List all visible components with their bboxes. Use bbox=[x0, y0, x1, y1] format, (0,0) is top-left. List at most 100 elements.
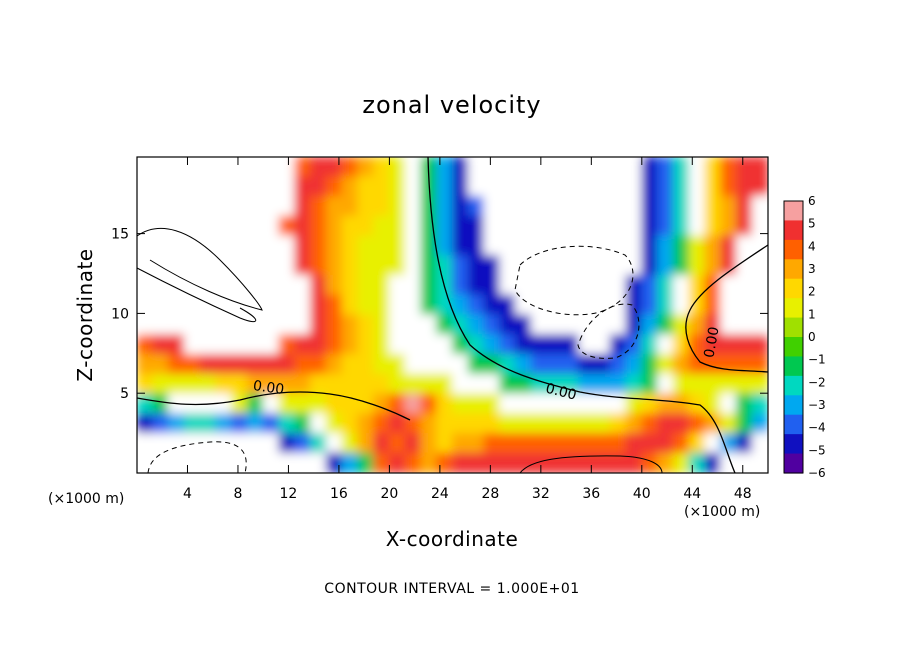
colorbar-tick-label: 2 bbox=[808, 285, 816, 299]
field-cell bbox=[325, 452, 343, 473]
field-cell bbox=[546, 215, 564, 237]
field-cell bbox=[751, 452, 768, 473]
field-cell bbox=[215, 373, 233, 395]
field-cell bbox=[199, 215, 217, 237]
field-cell bbox=[641, 235, 659, 257]
field-cell bbox=[483, 255, 501, 276]
colorbar-tick-label: −4 bbox=[808, 421, 826, 435]
field-cell bbox=[325, 314, 343, 336]
field-cell bbox=[137, 176, 154, 197]
field-cell bbox=[373, 393, 390, 415]
field-cell bbox=[593, 354, 611, 375]
x-axis-label: X-coordinate bbox=[386, 527, 519, 551]
field-cell bbox=[152, 354, 170, 375]
field-cell bbox=[310, 354, 327, 375]
field-cell bbox=[325, 373, 343, 395]
field-cell bbox=[735, 196, 753, 217]
field-cell bbox=[420, 314, 438, 336]
field-cell bbox=[609, 433, 627, 454]
field-cell bbox=[262, 176, 280, 197]
field-cell bbox=[278, 413, 296, 434]
field-cell bbox=[246, 275, 264, 296]
field-cell bbox=[546, 354, 564, 375]
field-cell bbox=[657, 373, 674, 395]
field-cell bbox=[530, 157, 548, 178]
field-cell bbox=[215, 235, 233, 257]
field-cell bbox=[231, 452, 248, 473]
field-cell bbox=[546, 235, 564, 257]
field-cell bbox=[278, 157, 296, 178]
field-cell bbox=[452, 275, 469, 296]
field-cell bbox=[137, 433, 154, 454]
field-cell bbox=[152, 196, 170, 217]
field-cell bbox=[373, 373, 390, 395]
field-cell bbox=[404, 413, 422, 434]
y-tick-label: 10 bbox=[111, 306, 129, 322]
field-cell bbox=[641, 275, 659, 296]
field-cell bbox=[168, 255, 185, 276]
contour-label: 0.00 bbox=[701, 326, 722, 359]
field-cell bbox=[357, 433, 375, 454]
field-cell bbox=[325, 255, 343, 276]
field-cell bbox=[436, 413, 453, 434]
field-cell bbox=[246, 334, 264, 355]
field-cell bbox=[641, 373, 659, 395]
field-cell bbox=[562, 176, 580, 197]
field-cell bbox=[168, 294, 185, 316]
field-cell bbox=[246, 215, 264, 237]
field-cell bbox=[704, 393, 722, 415]
field-cell bbox=[325, 196, 343, 217]
field-cell bbox=[515, 354, 532, 375]
field-cell bbox=[152, 235, 170, 257]
field-cell bbox=[483, 373, 501, 395]
field-cell bbox=[294, 196, 312, 217]
field-cell bbox=[546, 176, 564, 197]
field-cell bbox=[420, 354, 438, 375]
field-cell bbox=[310, 215, 327, 237]
field-cell bbox=[357, 157, 375, 178]
field-cell bbox=[483, 433, 501, 454]
field-cell bbox=[325, 235, 343, 257]
field-cell bbox=[751, 354, 768, 375]
field-cell bbox=[515, 334, 532, 355]
field-cell bbox=[152, 255, 170, 276]
field-cell bbox=[688, 294, 706, 316]
field-cell bbox=[751, 294, 768, 316]
field-cell bbox=[388, 373, 406, 395]
field-cell bbox=[467, 196, 485, 217]
field-cell bbox=[357, 393, 375, 415]
field-cell bbox=[483, 275, 501, 296]
x-tick-label: 44 bbox=[683, 486, 701, 502]
x-unit-right: (×1000 m) bbox=[684, 504, 760, 520]
field-cell bbox=[246, 452, 264, 473]
field-cell bbox=[483, 354, 501, 375]
field-cell bbox=[641, 452, 659, 473]
field-cell bbox=[609, 275, 627, 296]
field-cell bbox=[483, 235, 501, 257]
field-cell bbox=[672, 275, 690, 296]
field-cell bbox=[215, 334, 233, 355]
field-cell bbox=[641, 354, 659, 375]
field-cell bbox=[199, 334, 217, 355]
field-cell bbox=[720, 314, 737, 336]
field-cell bbox=[657, 255, 674, 276]
field-cell bbox=[672, 294, 690, 316]
field-cell bbox=[546, 275, 564, 296]
field-cell bbox=[215, 255, 233, 276]
field-cell bbox=[735, 235, 753, 257]
field-cell bbox=[452, 294, 469, 316]
field-cell bbox=[388, 294, 406, 316]
field-cell bbox=[199, 433, 217, 454]
field-cell bbox=[499, 176, 517, 197]
field-cell bbox=[609, 314, 627, 336]
field-cell bbox=[672, 433, 690, 454]
field-cell bbox=[735, 157, 753, 178]
colorbar-segment bbox=[784, 278, 803, 299]
field-cell bbox=[231, 255, 248, 276]
field-cell bbox=[341, 176, 359, 197]
field-cell bbox=[499, 275, 517, 296]
field-cell bbox=[609, 215, 627, 237]
field-cell bbox=[231, 373, 248, 395]
field-cell bbox=[436, 314, 453, 336]
field-cell bbox=[483, 452, 501, 473]
